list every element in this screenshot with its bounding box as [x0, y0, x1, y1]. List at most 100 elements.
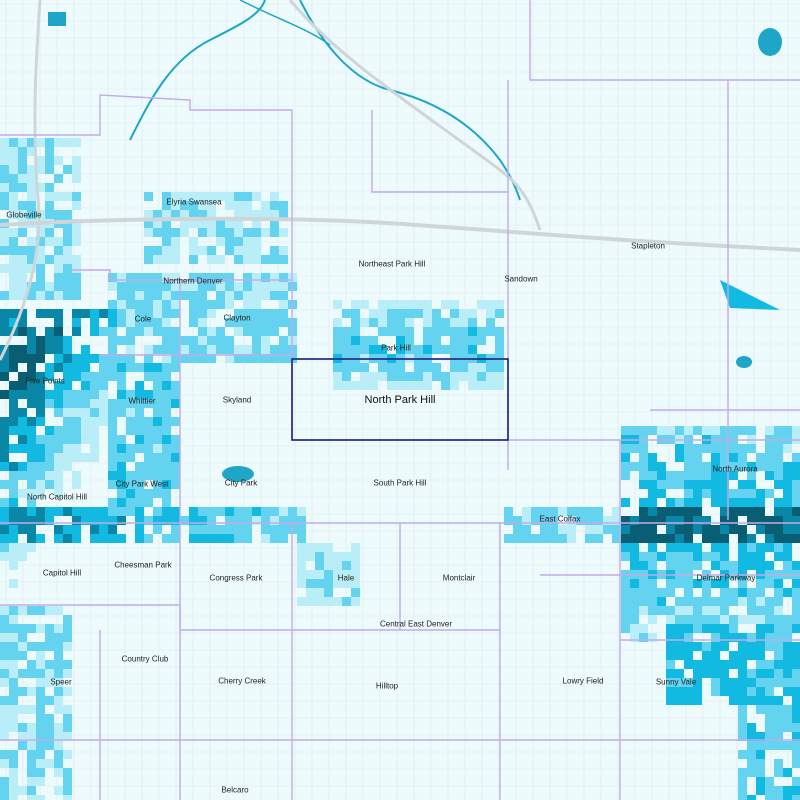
density-cell [72, 444, 81, 453]
label-cherry-creek[interactable]: Cherry Creek [218, 676, 266, 686]
label-montclair[interactable]: Montclair [442, 573, 476, 583]
density-cell [126, 480, 135, 489]
density-cell [693, 471, 702, 480]
density-cell [702, 642, 711, 651]
label-elyria-swansea[interactable]: Elyria Swansea [166, 197, 222, 207]
density-cell [27, 606, 36, 615]
density-cell [135, 309, 144, 318]
density-cell [162, 507, 171, 516]
density-cell [135, 300, 144, 309]
label-south-park-hill[interactable]: South Park Hill [373, 478, 427, 488]
density-cell [729, 687, 738, 696]
label-northern-denver[interactable]: Northern Denver [163, 276, 223, 286]
density-cell [9, 147, 18, 156]
density-cell [486, 363, 495, 372]
label-park-hill[interactable]: Park Hill [381, 343, 411, 353]
density-cell [711, 525, 720, 534]
density-cell [144, 417, 153, 426]
label-city-park[interactable]: City Park [224, 478, 258, 488]
density-cell [45, 165, 54, 174]
density-cell [108, 372, 117, 381]
density-cell [162, 210, 171, 219]
label-sunny-vale[interactable]: Sunny Vale [655, 677, 697, 687]
density-cell [324, 588, 333, 597]
label-north-park-hill[interactable]: North Park Hill [364, 394, 436, 406]
density-cell [72, 426, 81, 435]
density-cell [720, 498, 729, 507]
label-city-park-west[interactable]: City Park West [115, 479, 169, 489]
density-cell [207, 516, 216, 525]
density-cell [45, 714, 54, 723]
density-cell [630, 516, 639, 525]
label-east-colfax[interactable]: East Colfax [539, 514, 581, 524]
density-cell [423, 309, 432, 318]
density-cell [72, 399, 81, 408]
density-cell [9, 678, 18, 687]
label-congress-park[interactable]: Congress Park [209, 573, 263, 583]
density-cell [765, 597, 774, 606]
density-cell [486, 318, 495, 327]
density-cell [720, 588, 729, 597]
density-cell [621, 444, 630, 453]
density-cell [774, 660, 783, 669]
density-cell [540, 507, 549, 516]
density-cell [162, 300, 171, 309]
density-cell [783, 705, 792, 714]
label-lowry-field[interactable]: Lowry Field [562, 676, 604, 686]
density-cell [126, 390, 135, 399]
density-cell [0, 480, 9, 489]
density-cell [783, 462, 792, 471]
label-cole[interactable]: Cole [134, 314, 152, 324]
density-cell [693, 606, 702, 615]
density-cell [657, 471, 666, 480]
label-northeast-park-hill[interactable]: Northeast Park Hill [358, 259, 426, 269]
density-cell [738, 777, 747, 786]
density-cell [612, 525, 621, 534]
density-cell [153, 372, 162, 381]
density-cell [774, 606, 783, 615]
label-sandown[interactable]: Sandown [504, 274, 538, 284]
density-cell [702, 615, 711, 624]
density-cell [234, 327, 243, 336]
label-north-aurora[interactable]: North Aurora [712, 464, 758, 474]
density-cell [684, 516, 693, 525]
label-country-club[interactable]: Country Club [121, 654, 169, 664]
label-belcaro[interactable]: Belcaro [221, 785, 249, 795]
label-stapleton[interactable]: Stapleton [631, 241, 665, 251]
density-cell [189, 255, 198, 264]
label-north-capitol-hill[interactable]: North Capitol Hill [26, 492, 88, 502]
label-hilltop[interactable]: Hilltop [375, 681, 399, 691]
label-whittier[interactable]: Whittier [128, 396, 156, 406]
density-cell [72, 201, 81, 210]
label-hale[interactable]: Hale [337, 573, 355, 583]
density-cell [252, 192, 261, 201]
density-cell [630, 561, 639, 570]
selected-neighborhood-outline[interactable] [291, 358, 509, 441]
density-cell [270, 219, 279, 228]
label-central-east-denver[interactable]: Central East Denver [379, 619, 453, 629]
label-capitol-hill[interactable]: Capitol Hill [42, 568, 82, 578]
density-cell [27, 471, 36, 480]
label-speer[interactable]: Speer [50, 677, 72, 687]
density-cell [792, 624, 800, 633]
label-clayton[interactable]: Clayton [223, 313, 251, 323]
density-cell [54, 453, 63, 462]
density-cell [180, 336, 189, 345]
density-cell [279, 228, 288, 237]
label-globeville[interactable]: Globeville [6, 210, 42, 220]
density-cell [765, 732, 774, 741]
density-cell [153, 408, 162, 417]
label-delmar-parkway[interactable]: Delmar Parkway [696, 573, 756, 583]
label-cheesman-park[interactable]: Cheesman Park [114, 560, 172, 570]
density-cell [63, 354, 72, 363]
density-cell [117, 363, 126, 372]
label-skyland[interactable]: Skyland [222, 395, 252, 405]
density-cell [639, 633, 648, 642]
label-five-points[interactable]: Five Points [25, 376, 65, 386]
density-cell [711, 534, 720, 543]
density-cell [9, 399, 18, 408]
density-cell [234, 516, 243, 525]
density-cell [432, 363, 441, 372]
